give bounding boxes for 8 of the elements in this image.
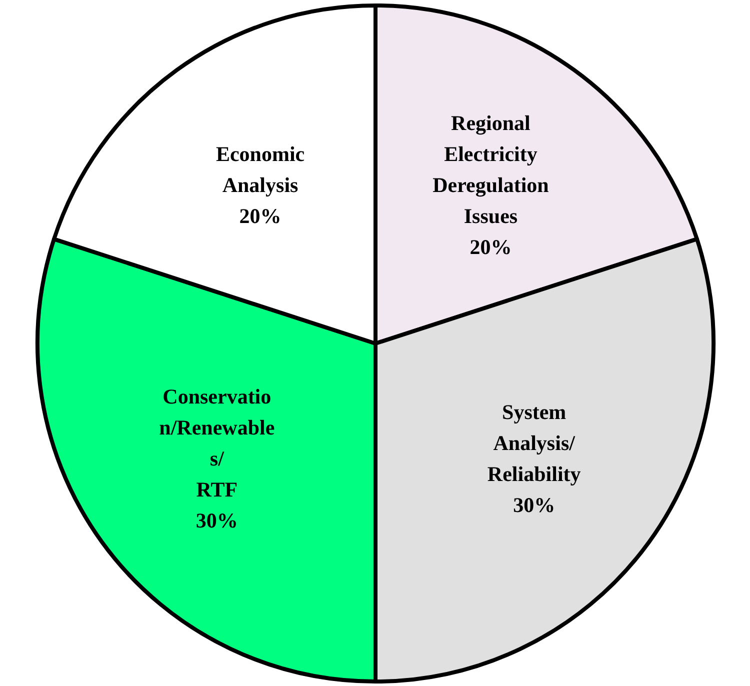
slice-label: System Analysis/ Reliability <box>487 400 582 486</box>
data-label: 20% <box>239 204 282 228</box>
slice-label: Regional Electricity Deregulation Issues <box>432 110 550 228</box>
data-label: 20% <box>470 234 512 259</box>
slice-label: Economic Analysis <box>216 142 305 197</box>
data-label: 30% <box>196 508 238 533</box>
slice-label: Conservatio n/Renewable s/ RTF <box>159 384 275 502</box>
data-label: 30% <box>513 493 556 518</box>
